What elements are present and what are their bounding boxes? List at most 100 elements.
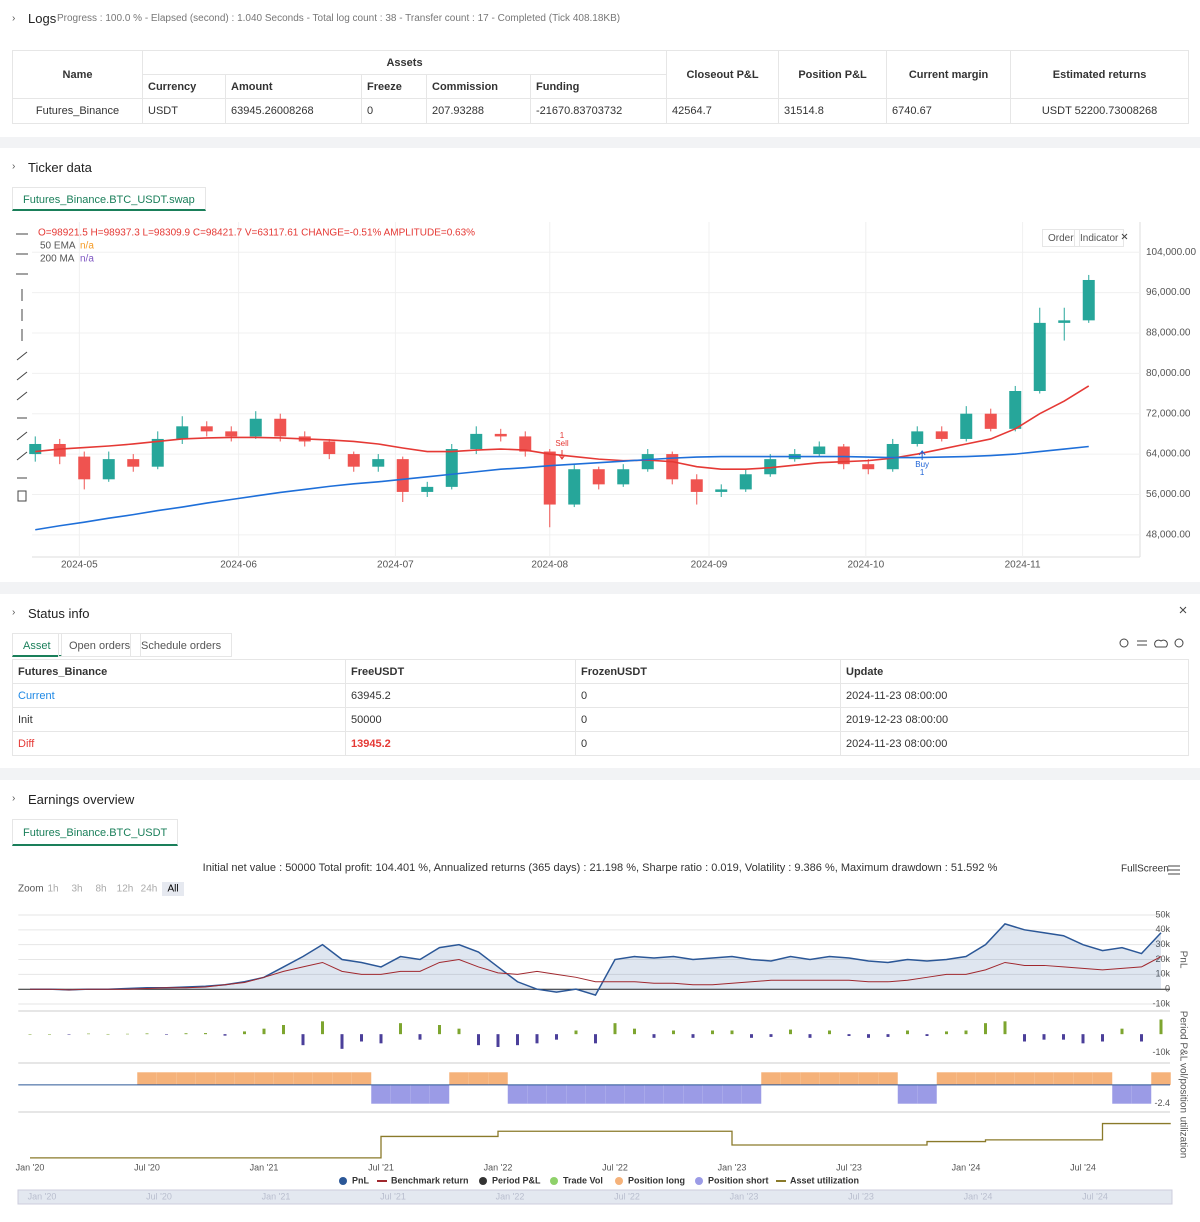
period-bar <box>379 1034 383 1044</box>
y-tick-label: 40k <box>1155 924 1170 934</box>
period-bar <box>204 1033 207 1035</box>
candle-body <box>29 443 42 455</box>
cell: 2019-12-23 08:00:00 <box>840 707 1189 732</box>
zoom-button[interactable]: 8h <box>95 884 106 895</box>
period-bar <box>301 1034 305 1046</box>
tab[interactable]: Futures_Binance.BTC_USDT <box>12 819 179 846</box>
period-bar <box>145 1033 149 1035</box>
legend-label[interactable]: Position long <box>628 1175 685 1185</box>
collapse-icon[interactable]: › <box>12 607 16 618</box>
period-bar <box>1042 1034 1046 1040</box>
position-bar <box>722 1084 742 1104</box>
position-bar <box>897 1084 918 1104</box>
period-bar <box>516 1034 519 1046</box>
position-bar <box>137 1072 157 1085</box>
tool-icon[interactable] <box>16 391 28 401</box>
zoom-button[interactable]: All <box>167 884 178 895</box>
period-bar <box>633 1028 636 1035</box>
position-bar <box>449 1072 469 1085</box>
candle-body <box>813 446 826 455</box>
legend-label[interactable]: PnL <box>352 1175 370 1185</box>
zoom-button[interactable]: 3h <box>71 884 82 895</box>
section-title: Logs <box>28 11 57 26</box>
period-bar <box>87 1033 90 1035</box>
y-tick-label: 104,000.00 <box>1146 247 1196 258</box>
zoom-button[interactable]: 12h <box>117 884 134 895</box>
expand-icon[interactable] <box>1179 606 1187 614</box>
period-bar <box>750 1034 753 1038</box>
zoom-button[interactable]: 24h <box>141 884 158 895</box>
cloud-icon[interactable] <box>1154 639 1168 648</box>
tool-icon[interactable] <box>17 490 27 502</box>
fullscreen-button[interactable]: FullScreen <box>1121 864 1169 875</box>
tool-icon[interactable] <box>16 371 28 381</box>
position-bar <box>176 1072 196 1085</box>
tab[interactable]: Futures_Binance.BTC_USDT.swap <box>12 187 206 211</box>
y-tick-label: -10k <box>1152 998 1170 1008</box>
header-cell: Closeout P&L <box>666 50 780 99</box>
position-bar <box>1014 1072 1035 1085</box>
legend-label[interactable]: Position short <box>708 1175 769 1185</box>
button[interactable]: Order <box>1042 229 1080 247</box>
period-bar <box>438 1025 441 1035</box>
position-bar <box>780 1072 801 1085</box>
candle-body <box>151 438 164 467</box>
period-bar <box>243 1031 246 1035</box>
candle-body <box>421 486 434 492</box>
x-tick-label: 2024-07 <box>377 560 414 571</box>
earnings-section: › Earnings overview Futures_Binance.BTC_… <box>0 780 1200 1222</box>
legend-label[interactable]: Benchmark return <box>391 1175 469 1185</box>
zoom-button[interactable]: 1h <box>47 884 58 895</box>
collapse-icon[interactable]: › <box>12 161 16 172</box>
legend-label[interactable]: Asset utilization <box>790 1175 859 1185</box>
fullscreen-icon[interactable] <box>1121 233 1128 240</box>
period-bar <box>769 1034 773 1037</box>
position-bar <box>878 1072 898 1085</box>
candle-body <box>127 459 140 467</box>
menu-icon[interactable] <box>1168 865 1180 875</box>
tab[interactable]: Asset <box>12 633 62 657</box>
candle-body <box>764 459 777 475</box>
candle-body <box>53 443 66 457</box>
candle-body <box>1033 322 1046 391</box>
tab[interactable]: Schedule orders <box>130 633 233 657</box>
period-bar <box>1081 1034 1085 1044</box>
position-bar <box>1092 1072 1113 1085</box>
legend-label[interactable]: Period P&L <box>492 1175 541 1185</box>
position-bar <box>527 1084 547 1104</box>
position-bar <box>605 1084 625 1104</box>
collapse-icon[interactable]: › <box>12 793 16 804</box>
period-bar <box>223 1034 227 1036</box>
legend-status: n/a <box>80 241 94 252</box>
candle-body <box>592 469 605 485</box>
navigator[interactable] <box>17 1189 1173 1205</box>
tool-icon[interactable] <box>16 351 28 361</box>
cell: Diff <box>12 731 346 756</box>
position-bar <box>956 1072 976 1085</box>
collapse-icon[interactable]: › <box>12 13 16 24</box>
tab[interactable]: Open orders <box>58 633 142 657</box>
position-bar <box>273 1072 294 1085</box>
x-tick-label: Jan '23 <box>718 1162 747 1172</box>
settings-icon[interactable] <box>1174 638 1184 648</box>
period-bar <box>496 1034 500 1047</box>
x-tick-label: 2024-08 <box>531 560 568 571</box>
y-tick-label: 30k <box>1155 939 1170 949</box>
position-bar <box>975 1072 996 1085</box>
x-tick-label: 2024-09 <box>691 560 728 571</box>
candle-body <box>837 446 850 465</box>
position-bar <box>995 1072 1015 1085</box>
position-bar <box>332 1072 352 1085</box>
tool-icon[interactable] <box>16 431 28 441</box>
search-icon[interactable] <box>1119 638 1129 648</box>
button[interactable]: Indicator <box>1074 229 1125 247</box>
period-bar <box>1140 1034 1143 1042</box>
candle-body <box>935 431 948 439</box>
candle-body <box>666 454 679 480</box>
legend-label[interactable]: Trade Vol <box>563 1175 603 1185</box>
tool-icon[interactable] <box>16 451 28 461</box>
position-bar <box>429 1084 450 1104</box>
candle-body <box>470 433 483 450</box>
period-bar <box>847 1034 851 1036</box>
legend-marker <box>695 1177 703 1185</box>
